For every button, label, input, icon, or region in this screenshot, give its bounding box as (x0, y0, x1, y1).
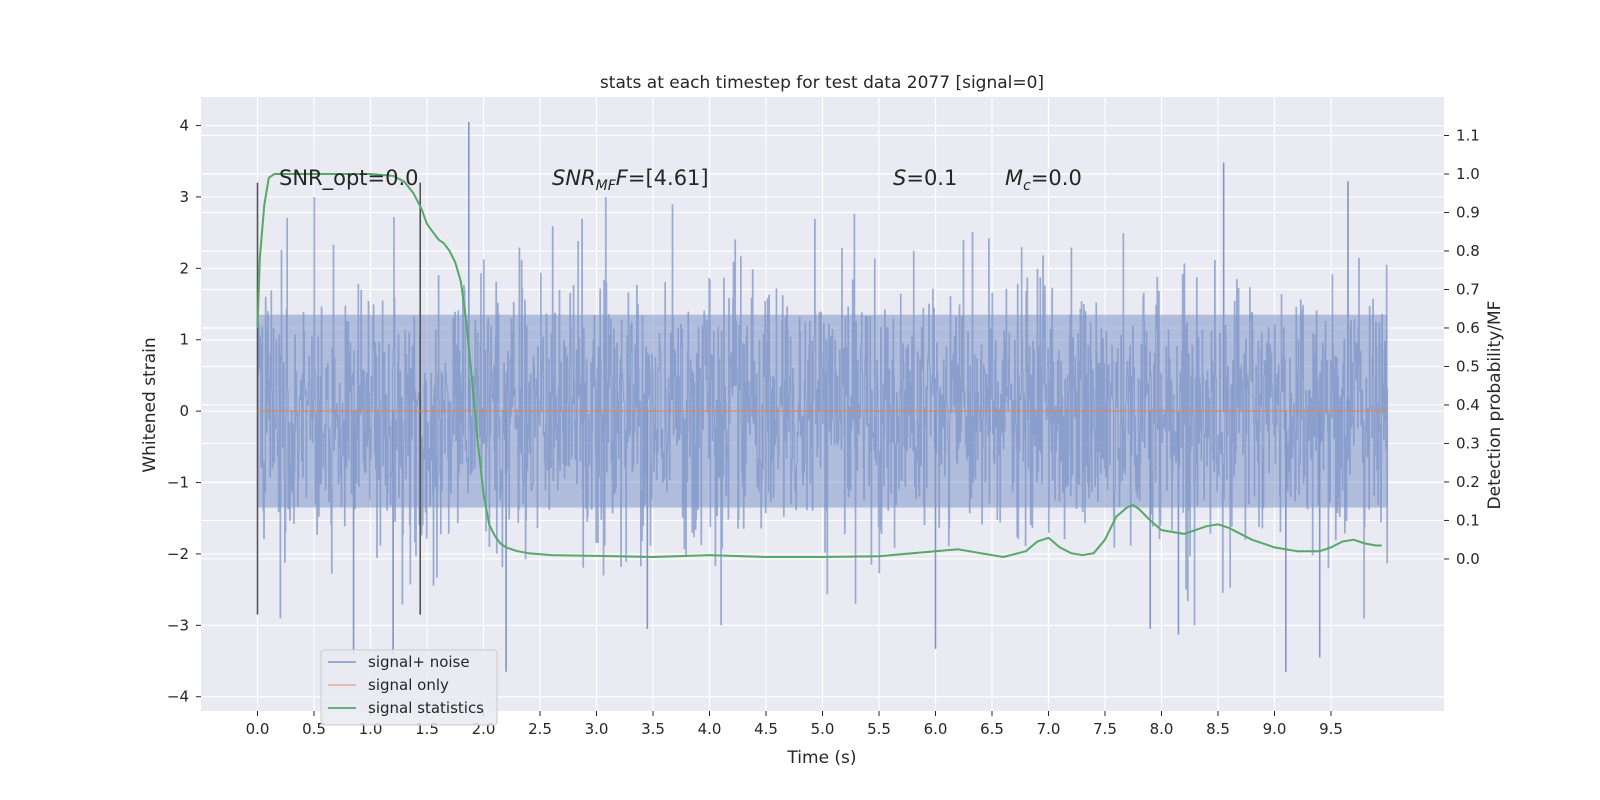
x-tick-label: 6.5 (980, 720, 1004, 738)
right-y-tick-label: 0.7 (1456, 280, 1480, 298)
right-y-tick-label: 0.6 (1456, 319, 1480, 337)
right-y-tick-label: 0.0 (1456, 550, 1480, 568)
x-tick-label: 7.5 (1093, 720, 1117, 738)
chart-title: stats at each timestep for test data 207… (600, 73, 1044, 93)
s-annotation: S=0.1 (893, 166, 957, 190)
x-tick-label: 5.5 (867, 720, 891, 738)
left-y-tick-label: 3 (179, 188, 189, 206)
x-tick-label: 0.0 (246, 720, 270, 738)
legend-label-signal-statistics: signal statistics (368, 699, 484, 717)
snr-opt-annotation: SNR_opt=0.0 (279, 166, 419, 191)
left-y-tick-label: −2 (167, 545, 189, 563)
mc-value: =0.0 (1031, 166, 1082, 190)
x-tick-label: 3.0 (585, 720, 609, 738)
x-tick-label: 9.5 (1319, 720, 1343, 738)
left-y-axis-label: Whitened strain (140, 337, 160, 472)
vertical-markers (256, 182, 422, 615)
right-y-tick-label: 0.8 (1456, 242, 1480, 260)
legend-label-signal-only: signal only (368, 676, 449, 694)
x-tick-label: 4.5 (754, 720, 778, 738)
signal-statistics-line (256, 173, 1382, 558)
left-y-tick-label: 1 (179, 331, 189, 349)
x-axis-label: Time (s) (786, 748, 856, 768)
x-axis-ticks: 0.0 0.5 1.0 1.5 2.0 2.5 3.0 3.5 4.0 4.5 5.0 5.5 6.0 6… (246, 711, 1343, 738)
right-y-tick-label: 0.5 (1456, 357, 1480, 375)
x-tick-label: 7.0 (1037, 720, 1061, 738)
left-y-tick-label: −1 (167, 474, 189, 492)
right-y-tick-label: 0.1 (1456, 511, 1480, 529)
right-y-tick-label: 0.9 (1456, 203, 1480, 221)
left-axis-ticks: 4 3 2 1 0 −1 −2 −3 −4 (167, 117, 201, 706)
left-y-tick-label: −3 (167, 616, 189, 634)
s-value: =0.1 (906, 166, 957, 190)
right-y-tick-label: 1.0 (1456, 165, 1480, 183)
snr-mf-sub: MF (596, 178, 617, 194)
s-main: S (893, 166, 906, 190)
right-y-tick-label: 1.1 (1456, 126, 1480, 144)
x-tick-label: 0.5 (302, 720, 326, 738)
left-y-tick-label: 2 (179, 259, 189, 277)
x-tick-label: 8.5 (1206, 720, 1230, 738)
mc-main: M (1005, 166, 1023, 190)
x-tick-label: 8.0 (1150, 720, 1174, 738)
legend-label-signal-noise: signal+ noise (368, 653, 470, 671)
left-y-tick-label: 4 (179, 117, 189, 135)
right-y-tick-label: 0.3 (1456, 434, 1480, 452)
right-y-axis-label: Detection probability/MF (1485, 301, 1505, 510)
x-tick-label: 3.5 (641, 720, 665, 738)
legend-box (320, 649, 498, 726)
mc-annotation: Mc=0.0 (1005, 166, 1082, 194)
x-tick-label: 6.0 (924, 720, 948, 738)
x-tick-label: 4.0 (698, 720, 722, 738)
right-y-tick-label: 0.4 (1456, 396, 1480, 414)
x-tick-label: 5.0 (811, 720, 835, 738)
signal-statistics-series (256, 173, 1382, 558)
snr-mf-value: =[4.61] (628, 166, 709, 190)
legend: signal+ noise signal only signal statist… (320, 649, 498, 726)
mc-sub: c (1023, 178, 1031, 194)
x-tick-label: 2.5 (528, 720, 552, 738)
left-y-tick-label: 0 (179, 402, 189, 420)
right-axis-ticks: 1.1 1.0 0.9 0.8 0.7 0.6 0.5 0.4 0.3 0.2 0.1 0.0 (1444, 126, 1480, 568)
snr-mf-main: SNR (552, 166, 596, 190)
snr-mf-annotation: SNRMFF=[4.61] (552, 166, 709, 194)
x-tick-label: 9.0 (1263, 720, 1287, 738)
left-y-tick-label: −4 (167, 688, 189, 706)
right-y-tick-label: 0.2 (1456, 473, 1480, 491)
